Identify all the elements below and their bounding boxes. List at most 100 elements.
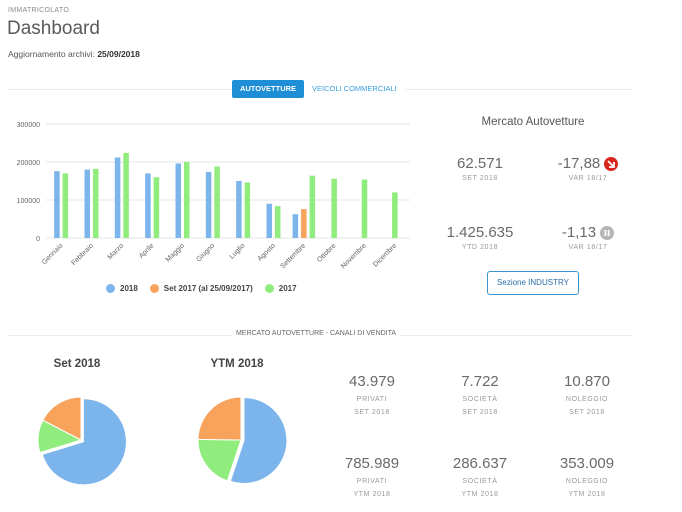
- bar-aprile-s2[interactable]: [153, 177, 160, 238]
- stat-ytd-2018: 1.425.635 YTD 2018: [440, 224, 520, 251]
- kpi-label: NOLEGGIO: [565, 478, 609, 485]
- stat-var-value: -17,88: [557, 155, 601, 172]
- kpi-societa-ytm: 286.637 SOCIETÀ YTM 2018: [435, 455, 525, 501]
- bar-aprile-s0[interactable]: [145, 173, 151, 238]
- pause-icon: [600, 225, 615, 240]
- pie-ytm-2018-title: YTM 2018: [210, 358, 264, 370]
- bar-agosto-s0[interactable]: [266, 203, 273, 238]
- kpi-privati-ytm: 785.989 PRIVATI YTM 2018: [327, 455, 417, 501]
- bar-luglio-s2[interactable]: [244, 182, 251, 238]
- x-tick-label: Aprile: [138, 242, 156, 260]
- legend-item-2017[interactable]: 2017: [264, 284, 297, 293]
- pie-slice-noleggio[interactable]: [197, 396, 242, 441]
- bar-febbraio-s2[interactable]: [93, 168, 99, 238]
- kpi-period: YTM 2018: [568, 491, 606, 498]
- sales-channels-title: MERCATO AUTOVETTURE - CANALI DI VENDITA: [0, 330, 632, 337]
- stat-ytd-label: YTD 2018: [461, 244, 499, 251]
- legend-dot-2017: [264, 284, 274, 293]
- x-tick-label: Febbraio: [70, 242, 95, 267]
- update-date: 25/09/2018: [97, 49, 140, 59]
- stat-ytd-value: 1.425.635: [446, 224, 514, 241]
- legend-label-set2017: Set 2017 (al 25/09/2017): [163, 284, 253, 293]
- x-tick-label: Agosto: [257, 242, 277, 262]
- pie-slice-società[interactable]: [197, 438, 242, 482]
- stat-var-ytd: -1,13 VAR 18/17: [540, 224, 636, 251]
- pie-slice-privati[interactable]: [41, 398, 127, 486]
- x-tick-label: Luglio: [228, 242, 246, 260]
- industry-section-button[interactable]: Sezione INDUSTRY: [487, 271, 579, 295]
- monthly-bar-chart: 0 100000 200000 300000 Gennaio Febbraio Marzo A…: [17, 122, 410, 270]
- stat-ytd-var-row: -1,13: [540, 224, 636, 241]
- tab-bar: AUTOVETTURE VEICOLI COMMERCIALI: [232, 80, 405, 98]
- pie-slice-noleggio[interactable]: [42, 396, 82, 441]
- bar-gennaio-s2[interactable]: [62, 173, 69, 238]
- x-tick-label: Giugno: [195, 242, 216, 263]
- bar-dicembre-s2[interactable]: [392, 192, 398, 238]
- bar-febbraio-s0[interactable]: [84, 169, 91, 238]
- stat-ytd-var-label: VAR 18/17: [568, 244, 608, 251]
- kpi-period: SET 2018: [354, 409, 390, 416]
- kpi-label: PRIVATI: [356, 478, 388, 485]
- bar-marzo-s2[interactable]: [123, 152, 129, 238]
- market-title: Mercato Autovetture: [481, 116, 585, 128]
- bar-novembre-s2[interactable]: [361, 179, 368, 238]
- pie-chart-ytm-2018: [197, 396, 288, 484]
- tab-veicoli-commerciali[interactable]: VEICOLI COMMERCIALI: [304, 80, 405, 98]
- kpi-value: 7.722: [461, 373, 499, 390]
- kpi-value: 353.009: [559, 455, 615, 472]
- stat-var-label: VAR 18/17: [568, 175, 608, 182]
- bar-agosto-s2[interactable]: [275, 206, 281, 238]
- stat-ytd-var-value: -1,13: [561, 224, 597, 241]
- bar-marzo-s0[interactable]: [114, 157, 121, 238]
- x-tick-label: Dicembre: [372, 242, 398, 268]
- arrow-down-right-icon: [604, 156, 619, 171]
- legend-item-2018[interactable]: 2018: [106, 284, 138, 293]
- kpi-value: 43.979: [349, 373, 395, 390]
- kpi-noleggio-ytm: 353.009 NOLEGGIO YTM 2018: [542, 455, 632, 501]
- kpi-period: YTM 2018: [353, 491, 391, 498]
- bar-luglio-s0[interactable]: [236, 181, 242, 238]
- kpi-societa-set: 7.722 SOCIETÀ SET 2018: [435, 373, 525, 419]
- legend-item-set2017[interactable]: Set 2017 (al 25/09/2017): [149, 284, 253, 293]
- kpi-label: SOCIETÀ: [462, 396, 498, 403]
- x-tick-label: Ottobre: [316, 242, 338, 264]
- y-tick-label: 0: [36, 236, 40, 243]
- bar-maggio-s2[interactable]: [184, 162, 190, 238]
- x-tick-label: Marzo: [107, 242, 126, 261]
- y-tick-label: 300000: [17, 122, 40, 129]
- legend-dot-set2017: [149, 284, 159, 293]
- pie-slice-privati[interactable]: [229, 396, 288, 484]
- kpi-value: 286.637: [452, 455, 508, 472]
- bar-ottobre-s2[interactable]: [331, 178, 337, 238]
- bar-giugno-s0[interactable]: [205, 171, 212, 238]
- stat-set-value: 62.571: [457, 155, 503, 172]
- bar-settembre-s0[interactable]: [292, 214, 299, 238]
- y-tick-label: 200000: [17, 160, 40, 167]
- kpi-label: PRIVATI: [356, 396, 388, 403]
- kpi-period: SET 2018: [569, 409, 605, 416]
- tab-autovetture[interactable]: AUTOVETTURE: [232, 80, 304, 98]
- bar-maggio-s0[interactable]: [175, 163, 182, 238]
- bar-gennaio-s0[interactable]: [54, 171, 60, 238]
- pie-set-2018-title: Set 2018: [53, 358, 101, 370]
- x-tick-label: Novembre: [340, 242, 368, 270]
- stat-set-label: SET 2018: [462, 175, 498, 182]
- stat-set-2018: 62.571 SET 2018: [440, 155, 520, 182]
- bar-settembre-s2[interactable]: [309, 175, 316, 238]
- kpi-noleggio-set: 10.870 NOLEGGIO SET 2018: [542, 373, 632, 419]
- pie-chart-set-2018: [37, 396, 127, 486]
- y-tick-label: 100000: [17, 198, 40, 205]
- chart-legend: 2018 Set 2017 (al 25/09/2017) 2017: [106, 284, 309, 293]
- legend-dot-2018: [106, 284, 115, 293]
- kpi-label: NOLEGGIO: [565, 396, 609, 403]
- kpi-privati-set: 43.979 PRIVATI SET 2018: [327, 373, 417, 419]
- stat-var-set: -17,88 VAR 18/17: [540, 155, 636, 182]
- x-tick-label: Gennaio: [41, 242, 65, 266]
- kpi-value: 785.989: [344, 455, 400, 472]
- x-tick-label: Settembre: [279, 242, 307, 270]
- bar-giugno-s2[interactable]: [214, 166, 220, 238]
- bar-settembre-s1[interactable]: [301, 209, 307, 238]
- page-title: Dashboard: [7, 18, 100, 39]
- kpi-period: YTM 2018: [461, 491, 499, 498]
- sales-channels-title-text: MERCATO AUTOVETTURE - CANALI DI VENDITA: [231, 330, 401, 337]
